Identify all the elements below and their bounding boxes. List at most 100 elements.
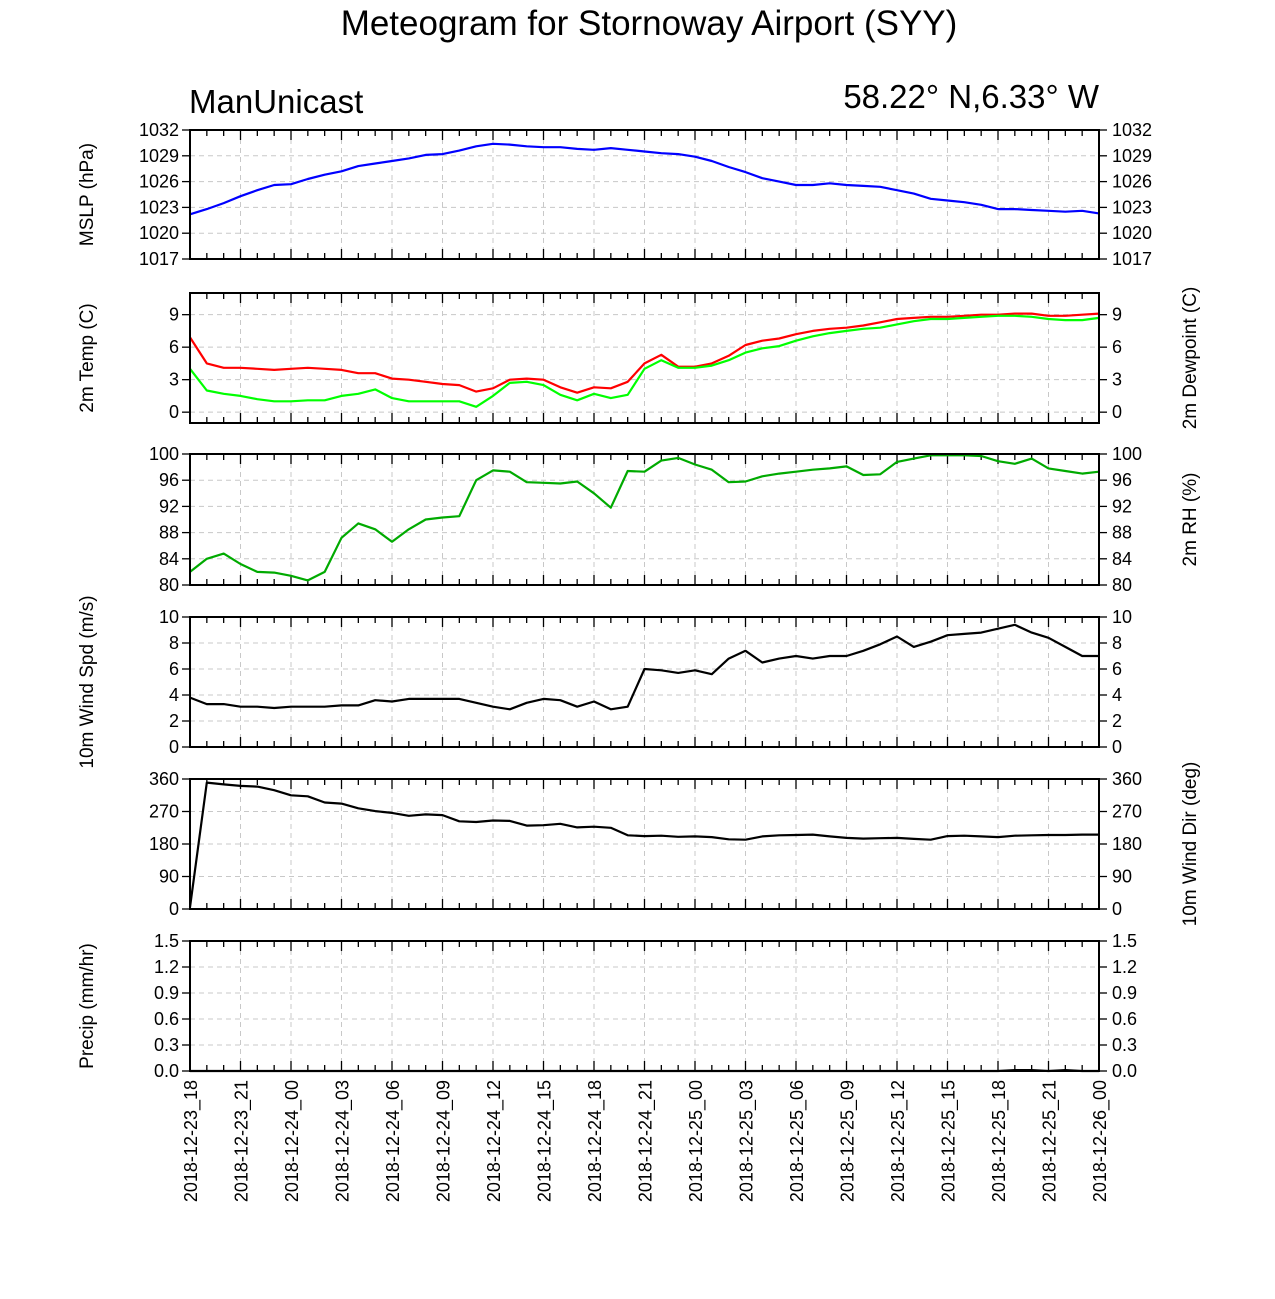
y-tick-label-right: 1029	[1112, 146, 1152, 166]
series-line-temp-dewpoint-0	[189, 312, 1100, 394]
series-line-wind-direction-0	[188, 781, 1099, 908]
y-tick-label-right: 0	[1112, 899, 1122, 919]
y-tick-label-right: 270	[1112, 802, 1142, 822]
y-tick-label-right: 92	[1112, 496, 1132, 516]
x-tick-label: 2018-12-25_03	[737, 1080, 758, 1202]
y-tick-label-right: 90	[1112, 867, 1132, 887]
y-tick-label-right: 360	[1112, 769, 1142, 789]
y-tick-label-right: 96	[1112, 470, 1132, 490]
y-tick-label-right: 2	[1112, 711, 1122, 731]
y-tick-label-left: 0.3	[154, 1035, 179, 1055]
y-tick-label-left: 92	[159, 496, 179, 516]
x-tick-label: 2018-12-24_09	[434, 1080, 455, 1202]
y-tick-label-right: 0.6	[1112, 1009, 1137, 1029]
y-tick-label-left: 2	[169, 711, 179, 731]
y-tick-label-left: 0.0	[154, 1061, 179, 1081]
y-tick-label-left: 1029	[139, 146, 179, 166]
y-tick-label-right: 1032	[1112, 120, 1152, 140]
y-tick-label-left: 0	[169, 402, 179, 422]
y-axis-label-right: 2m Dewpoint (C)	[1180, 287, 1201, 430]
x-tick-label: 2018-12-24_21	[636, 1080, 657, 1202]
y-tick-label-left: 100	[149, 444, 179, 464]
y-axis-label-right: 2m RH (%)	[1180, 473, 1201, 567]
x-tick-label: 2018-12-24_00	[282, 1080, 303, 1202]
x-tick-label: 2018-12-23_18	[181, 1080, 202, 1202]
panel-wind-direction: 0 0 90 90 180 180 270 270 360 360 10m Wind Dir (de…	[149, 762, 1201, 927]
y-tick-label-left: 84	[159, 549, 179, 569]
panel-mslp: 1017 1017 1020 1020 1023 1023 1026 1026 1029 1029…	[77, 120, 1152, 269]
plot-frame	[189, 292, 1100, 424]
y-tick-label-left: 1020	[139, 223, 179, 243]
y-tick-label-left: 1017	[139, 249, 179, 269]
y-tick-label-left: 1023	[139, 197, 179, 217]
y-tick-label-right: 1023	[1112, 197, 1152, 217]
y-tick-label-left: 10	[159, 607, 179, 627]
y-axis-label-left: MSLP (hPa)	[77, 143, 98, 246]
y-tick-label-left: 0.9	[154, 983, 179, 1003]
x-tick-label: 2018-12-25_12	[888, 1080, 909, 1202]
model-name: ManUnicast	[189, 83, 363, 120]
plot-frame	[189, 129, 1100, 260]
y-tick-label-right: 8	[1112, 633, 1122, 653]
x-tick-label: 2018-12-25_00	[686, 1080, 707, 1202]
plot-frame	[189, 453, 1100, 586]
chart-title: Meteogram for Stornoway Airport (SYY)	[341, 4, 958, 43]
y-tick-label-right: 0	[1112, 402, 1122, 422]
y-tick-label-right: 1.2	[1112, 957, 1137, 977]
y-tick-label-left: 88	[159, 523, 179, 543]
y-tick-label-left: 3	[169, 370, 179, 390]
y-tick-label-right: 1026	[1112, 172, 1152, 192]
y-tick-label-right: 6	[1112, 659, 1122, 679]
y-tick-label-right: 0	[1112, 737, 1122, 757]
y-tick-label-right: 1020	[1112, 223, 1152, 243]
y-tick-label-left: 0.6	[154, 1009, 179, 1029]
panel-rh: 80 80 84 84 88 88 92 92 96 96 100 100 2m RH (%)	[149, 444, 1201, 595]
y-tick-label-right: 100	[1112, 444, 1142, 464]
series-line-mslp-0	[189, 142, 1100, 216]
panel-precip: 0.0 0.0 0.3 0.3 0.6 0.6 0.9 0.9 1.2 1.2 1.5 1.5 Prec…	[77, 931, 1137, 1081]
y-tick-label-left: 9	[169, 305, 179, 325]
x-tick-label: 2018-12-26_00	[1090, 1080, 1111, 1202]
y-tick-label-right: 180	[1112, 834, 1142, 854]
y-tick-label-right: 88	[1112, 523, 1132, 543]
x-tick-label: 2018-12-24_15	[535, 1080, 556, 1202]
y-tick-label-left: 1032	[139, 120, 179, 140]
plot-frame	[189, 616, 1100, 748]
plot-frame	[189, 940, 1100, 1072]
y-tick-label-left: 360	[149, 769, 179, 789]
y-tick-label-left: 1.5	[154, 931, 179, 951]
y-tick-label-left: 6	[169, 659, 179, 679]
plot-frame	[189, 778, 1100, 910]
y-tick-label-left: 270	[149, 802, 179, 822]
y-tick-label-right: 10	[1112, 607, 1132, 627]
x-tick-label: 2018-12-24_03	[333, 1080, 354, 1202]
y-tick-label-right: 6	[1112, 337, 1122, 357]
series-line-wind-speed-0	[189, 623, 1099, 711]
x-tick-label: 2018-12-25_21	[1040, 1080, 1061, 1202]
y-tick-label-left: 1.2	[154, 957, 179, 977]
y-tick-label-left: 96	[159, 470, 179, 490]
y-axis-label-left: 10m Wind Spd (m/s)	[77, 595, 98, 768]
x-tick-label: 2018-12-24_18	[585, 1080, 606, 1202]
y-tick-label-left: 1026	[139, 172, 179, 192]
y-tick-label-right: 80	[1112, 575, 1132, 595]
y-axis-label-right: 10m Wind Dir (deg)	[1180, 762, 1201, 927]
panel-wind-speed: 0 0 2 2 4 4 6 6 8 8 10 10 10m Wind Spd (m/s)	[77, 595, 1132, 768]
y-tick-label-left: 6	[169, 337, 179, 357]
panel-temp-dewpoint: 0 0 3 3 6 6 9 9 2m Temp (C) 2m Dewpoint (C)	[77, 287, 1201, 430]
y-tick-label-right: 1017	[1112, 249, 1152, 269]
x-tick-label: 2018-12-24_06	[383, 1080, 404, 1202]
y-tick-label-right: 0.3	[1112, 1035, 1137, 1055]
x-tick-label: 2018-12-25_06	[787, 1080, 808, 1202]
y-tick-label-right: 0.9	[1112, 983, 1137, 1003]
y-axis-label-left: 2m Temp (C)	[77, 303, 98, 412]
x-axis: 2018-12-23_18 2018-12-23_21 2018-12-24_00 2…	[181, 1080, 1111, 1202]
y-tick-label-right: 1.5	[1112, 931, 1137, 951]
y-tick-label-right: 3	[1112, 370, 1122, 390]
y-tick-label-right: 84	[1112, 549, 1132, 569]
y-tick-label-right: 0.0	[1112, 1061, 1137, 1081]
y-tick-label-right: 9	[1112, 305, 1122, 325]
x-tick-label: 2018-12-25_15	[939, 1080, 960, 1202]
